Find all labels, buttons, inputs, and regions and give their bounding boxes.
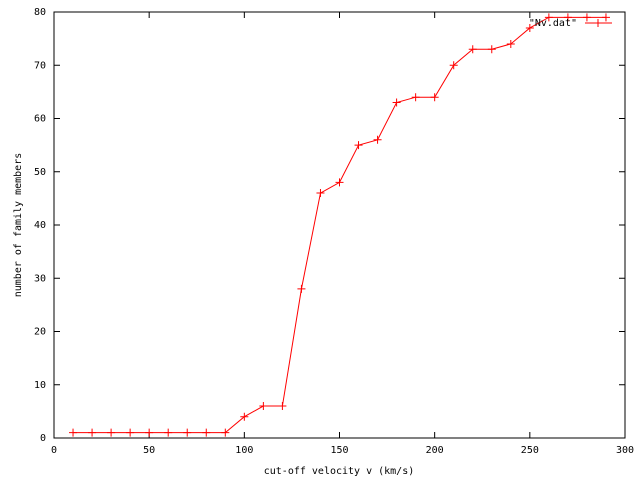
y-tick-label: 80 bbox=[34, 7, 46, 18]
point bbox=[506, 39, 515, 48]
series-line bbox=[73, 16, 606, 434]
point bbox=[392, 98, 401, 107]
point bbox=[544, 13, 553, 22]
point bbox=[468, 45, 477, 54]
point bbox=[373, 135, 382, 144]
x-axis-label: cut-off velocity v (km/s) bbox=[264, 466, 415, 477]
y-axis-label: number of family members bbox=[13, 153, 24, 298]
x-tick-label: 0 bbox=[51, 445, 57, 456]
y-tick-label: 10 bbox=[34, 380, 46, 391]
point bbox=[240, 412, 249, 421]
point bbox=[411, 93, 420, 102]
point bbox=[335, 178, 344, 187]
point bbox=[145, 428, 154, 437]
point bbox=[487, 45, 496, 54]
point bbox=[88, 428, 97, 437]
point bbox=[164, 428, 173, 437]
y-tick-label: 30 bbox=[34, 273, 46, 284]
point bbox=[221, 428, 230, 437]
y-tick-label: 60 bbox=[34, 114, 46, 125]
point bbox=[202, 428, 211, 437]
y-tick-label: 70 bbox=[34, 60, 46, 71]
point bbox=[259, 402, 268, 411]
x-tick-label: 250 bbox=[521, 445, 539, 456]
x-tick-label: 150 bbox=[330, 445, 348, 456]
y-tick-label: 20 bbox=[34, 327, 46, 338]
point bbox=[69, 428, 78, 437]
legend-label: "Nv.dat" bbox=[529, 18, 577, 29]
point bbox=[297, 284, 306, 293]
x-tick-label: 50 bbox=[143, 445, 155, 456]
point bbox=[354, 141, 363, 150]
point bbox=[430, 93, 439, 102]
point bbox=[183, 428, 192, 437]
x-tick-label: 100 bbox=[235, 445, 253, 456]
point bbox=[107, 428, 116, 437]
y-tick-label: 50 bbox=[34, 167, 46, 178]
point bbox=[278, 402, 287, 411]
plot-border bbox=[53, 11, 626, 439]
point bbox=[316, 189, 325, 198]
point bbox=[449, 61, 458, 70]
y-tick-label: 0 bbox=[40, 433, 46, 444]
y-tick-label: 40 bbox=[34, 220, 46, 231]
point bbox=[563, 13, 572, 22]
x-tick-label: 300 bbox=[616, 445, 634, 456]
legend-marker bbox=[594, 19, 602, 27]
point bbox=[601, 13, 610, 22]
point bbox=[525, 23, 534, 32]
x-tick-label: 200 bbox=[426, 445, 444, 456]
point bbox=[126, 428, 135, 437]
point bbox=[582, 13, 591, 22]
